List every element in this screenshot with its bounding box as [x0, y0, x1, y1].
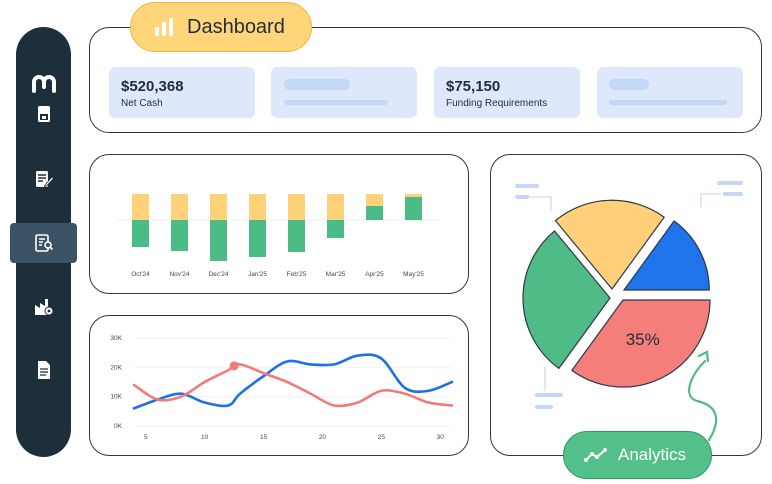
- bar[interactable]: [210, 220, 227, 261]
- logo-icon[interactable]: [16, 64, 71, 104]
- placeholder-line: [515, 195, 529, 199]
- x-tick-label: 15: [260, 434, 268, 441]
- x-tick-label: Dec'24: [208, 271, 228, 278]
- industry-icon[interactable]: [16, 287, 71, 327]
- line-chart: 0K 10K 20K 30K 5 10 15 20 25 30: [110, 335, 454, 441]
- stat-value: $520,368: [121, 78, 184, 95]
- x-tick-label: 25: [378, 434, 386, 441]
- pie-slice[interactable]: [522, 230, 611, 370]
- x-tick-label: 20: [319, 434, 327, 441]
- page-title: Dashboard: [187, 15, 285, 38]
- x-tick-label: Nov'24: [169, 271, 189, 278]
- bar[interactable]: [405, 197, 422, 220]
- placeholder-line: [717, 181, 743, 185]
- pie-slice[interactable]: [571, 299, 711, 388]
- bar[interactable]: [171, 220, 188, 251]
- placeholder-line: [535, 393, 563, 397]
- x-tick-label: May'25: [403, 271, 424, 278]
- pie-slice-label: 35%: [626, 330, 660, 349]
- placeholder-line: [609, 100, 727, 105]
- bar-chart-icon: [155, 18, 173, 36]
- x-tick-label: Feb'25: [287, 271, 307, 278]
- dashboard-title-pill[interactable]: Dashboard: [130, 2, 312, 52]
- bar[interactable]: [249, 220, 266, 257]
- bar[interactable]: [288, 220, 305, 252]
- x-tick-label: Jan'25: [248, 271, 267, 278]
- series-line: [132, 353, 454, 410]
- y-tick-label: 0K: [114, 423, 123, 430]
- stat-tile-funding[interactable]: $75,150 Funding Requirements: [434, 67, 580, 118]
- x-tick-label: 30: [437, 434, 445, 441]
- bar[interactable]: [327, 194, 344, 220]
- y-tick-label: 20K: [110, 364, 122, 371]
- trend-line-icon: [584, 448, 607, 462]
- ledger-icon[interactable]: [16, 94, 71, 134]
- bar[interactable]: [366, 206, 383, 220]
- bar[interactable]: [288, 194, 305, 220]
- y-tick-label: 30K: [110, 335, 122, 342]
- stat-tile-net-cash[interactable]: $520,368 Net Cash: [109, 67, 255, 118]
- bar[interactable]: [132, 220, 149, 247]
- bar[interactable]: [249, 194, 266, 220]
- bar-chart-panel: Oct'24 Nov'24 Dec'24 Jan'25 Feb'25 Mar'25 Apr'…: [89, 154, 469, 294]
- stat-value: $75,150: [446, 78, 501, 95]
- placeholder-bar: [284, 79, 350, 90]
- report-search-icon[interactable]: [10, 223, 77, 263]
- document-icon[interactable]: [16, 350, 71, 390]
- line-chart-panel: 0K 10K 20K 30K 5 10 15 20 25 30: [89, 315, 469, 456]
- stat-tile-placeholder: [597, 67, 743, 118]
- bar[interactable]: [327, 220, 344, 238]
- series-line: [132, 363, 454, 408]
- x-tick-label: 10: [201, 434, 209, 441]
- y-tick-label: 10K: [110, 394, 122, 401]
- x-tick-label: Apr'25: [365, 271, 384, 278]
- placeholder-line: [284, 100, 388, 105]
- placeholder-line: [535, 405, 553, 409]
- placeholder-line: [515, 184, 539, 188]
- stat-label: Net Cash: [121, 98, 163, 109]
- x-tick-label: Oct'24: [131, 271, 150, 278]
- pie-slice[interactable]: [622, 220, 710, 291]
- leader-line: [527, 196, 552, 211]
- placeholder-line: [723, 192, 743, 196]
- stat-tile-placeholder: [271, 67, 417, 118]
- curved-arrow-icon: [688, 350, 718, 442]
- x-tick-label: Mar'25: [326, 271, 346, 278]
- bar[interactable]: [210, 194, 227, 220]
- analytics-label: Analytics: [618, 445, 687, 464]
- pie-chart: 35%: [515, 181, 743, 442]
- pie-slice[interactable]: [554, 199, 665, 290]
- analytics-pill[interactable]: Analytics: [563, 431, 712, 479]
- bar[interactable]: [171, 194, 188, 220]
- leader-line: [700, 193, 721, 207]
- data-point-marker[interactable]: [229, 361, 239, 371]
- stat-label: Funding Requirements: [446, 98, 548, 109]
- pie-chart-panel: 35%: [490, 154, 762, 456]
- sidebar: [10, 27, 77, 457]
- bar[interactable]: [132, 194, 149, 220]
- bar-chart: Oct'24 Nov'24 Dec'24 Jan'25 Feb'25 Mar'25 Apr'…: [118, 194, 440, 278]
- placeholder-bar: [609, 79, 649, 90]
- edit-document-icon[interactable]: [16, 159, 71, 199]
- x-tick-label: 5: [144, 434, 148, 441]
